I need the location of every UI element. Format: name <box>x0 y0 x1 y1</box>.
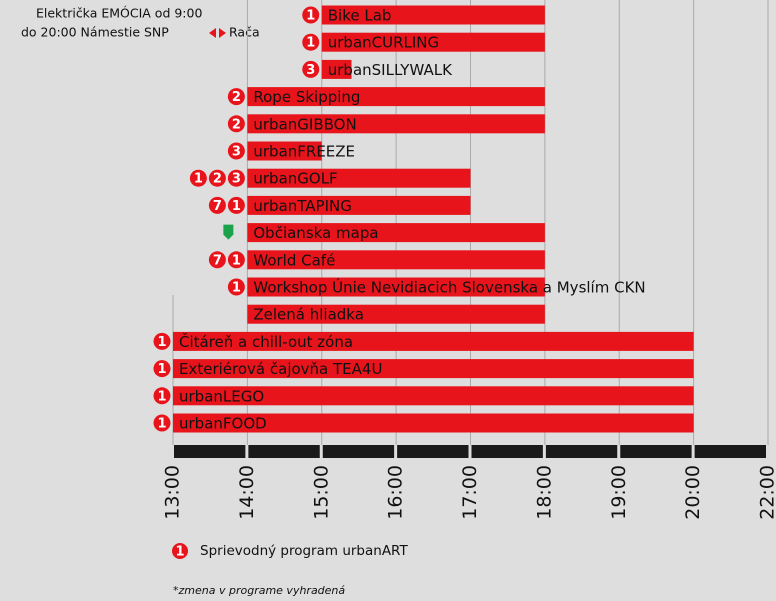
badge <box>302 60 320 78</box>
bar <box>247 195 471 215</box>
bar-label: urbanSILLYWALK <box>328 61 453 79</box>
bar <box>247 141 322 161</box>
bar-label: Zelená hliadka <box>253 306 364 324</box>
ruler-segment <box>397 445 469 458</box>
ruler-segment <box>322 445 395 458</box>
ruler-segment <box>545 445 618 458</box>
badge <box>153 387 171 405</box>
bar-label: urbanLEGO <box>179 387 264 405</box>
bar-label: urbanFREEZE <box>253 143 355 161</box>
badge <box>227 278 245 296</box>
bar <box>173 359 694 379</box>
badge <box>302 6 320 24</box>
bar-label: urbanCURLING <box>328 34 439 52</box>
x-tick-label: 19:00 <box>608 465 630 520</box>
badge <box>189 169 207 187</box>
bar <box>247 304 545 324</box>
badge <box>227 142 245 160</box>
badge <box>153 360 171 378</box>
badge <box>208 169 226 187</box>
badge <box>227 251 245 269</box>
x-tick-label: 15:00 <box>310 465 332 520</box>
bar-label: World Café <box>253 251 335 269</box>
badge <box>227 88 245 106</box>
badge <box>227 115 245 133</box>
bar <box>247 168 471 188</box>
bar <box>321 32 545 52</box>
badge-text: 2 <box>232 117 241 132</box>
badge <box>227 196 245 214</box>
x-tick-label: 20:00 <box>682 465 704 520</box>
arrow-right <box>219 28 226 38</box>
bar-label: urbanGOLF <box>253 170 337 188</box>
badge-text: 1 <box>232 281 241 296</box>
legend-label: Sprievodný program urbanART <box>200 543 408 559</box>
x-tick-label: 16:00 <box>385 465 407 520</box>
x-tick-label: 17:00 <box>459 465 481 520</box>
badge-text: 1 <box>157 389 166 404</box>
badge-text: 2 <box>213 172 222 187</box>
legend-badge-text: 1 <box>175 545 184 560</box>
legend: 1 Sprievodný program urbanART <box>172 543 408 560</box>
badge-text: 1 <box>306 9 315 24</box>
badge <box>302 33 320 51</box>
bar-label: Workshop Únie Nevidiacich Slovenska a My… <box>253 278 645 297</box>
footnote: *zmena v programe vyhradená <box>173 584 345 597</box>
badge-text: 3 <box>232 145 241 160</box>
badge-text: 1 <box>157 335 166 350</box>
arrow-left <box>209 28 216 38</box>
badge-text: 1 <box>194 172 203 187</box>
bar-label: urbanTAPING <box>253 197 351 215</box>
bar-label: Občianska mapa <box>253 224 378 242</box>
badge <box>227 169 245 187</box>
badge-text: 1 <box>157 417 166 432</box>
bar-label: urbanGIBBON <box>253 115 356 133</box>
bar-label: Bike Lab <box>328 7 392 25</box>
ruler-segment <box>248 445 320 458</box>
badge-text: 7 <box>213 253 222 268</box>
badge-text: 1 <box>306 36 315 51</box>
bar <box>321 59 352 79</box>
badge <box>153 332 171 350</box>
x-tick-label: 13:00 <box>162 465 184 520</box>
x-tick-label: 18:00 <box>533 465 555 520</box>
bar <box>247 223 545 243</box>
bar-label: Exteriérová čajovňa TEA4U <box>179 360 382 378</box>
badge <box>153 414 171 432</box>
badge-text: 7 <box>213 199 222 214</box>
bar <box>247 114 545 134</box>
bar-label: Rope Skipping <box>253 88 360 106</box>
badge-text: 2 <box>232 90 241 105</box>
badge-text: 1 <box>157 362 166 377</box>
bar <box>321 5 545 25</box>
bar <box>247 250 545 270</box>
bar <box>173 386 694 406</box>
map-marker <box>223 224 234 240</box>
ruler-segment <box>694 445 766 458</box>
bar <box>173 413 694 433</box>
badge-text: 1 <box>232 253 241 268</box>
note-line: do 20:00 Námestie SNP <box>21 25 169 40</box>
bar <box>247 277 545 297</box>
x-tick-label: 14:00 <box>236 465 258 520</box>
bar-label: urbanFOOD <box>179 415 267 433</box>
legend-badge <box>172 543 188 559</box>
badge <box>208 251 226 269</box>
note-line: Električka EMÓCIA od 9:00 <box>36 6 202 21</box>
badge-text: 3 <box>232 172 241 187</box>
bar <box>247 87 545 107</box>
badge <box>208 196 226 214</box>
ruler-segment <box>471 445 543 458</box>
ruler-segment <box>174 445 246 458</box>
x-tick-label: 22:00 <box>757 465 776 520</box>
badge-text: 3 <box>306 63 315 78</box>
bar-label: Čitáreň a chill-out zóna <box>179 332 353 351</box>
note-end: Rača <box>229 25 260 40</box>
ruler-segment <box>620 445 692 458</box>
badge-text: 1 <box>232 199 241 214</box>
bar <box>173 331 694 351</box>
